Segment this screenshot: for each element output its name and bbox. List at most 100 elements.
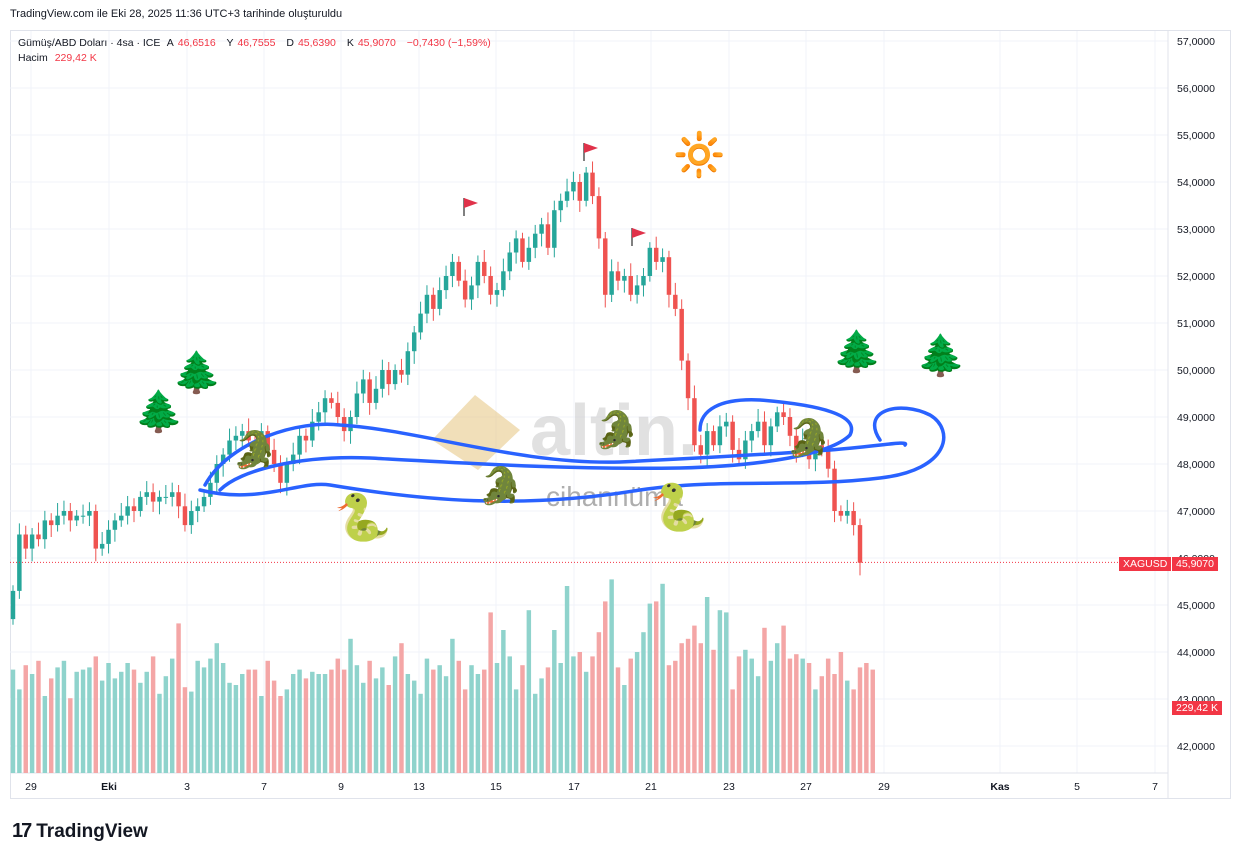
volume-bar [762,627,767,773]
volume-bar [539,678,544,773]
volume-bar [386,685,391,773]
volume-bar [125,663,130,773]
candle-body [157,496,162,502]
volume-bar [252,669,258,773]
candle-body [717,426,723,446]
candle-body [271,449,277,464]
candle-body [189,511,194,526]
volume-bar [150,656,156,773]
x-tick-label: 9 [338,781,344,793]
volume-bar [303,678,309,773]
volume-tag: 229,42 K [1172,701,1223,715]
candle-body [730,421,735,450]
volume-bar [278,696,283,773]
volume-bar [641,632,646,773]
x-tick-label: 7 [261,781,267,793]
candle-body [552,210,557,248]
candle-body [774,412,780,427]
volume-bar [144,671,149,773]
symbol-label: Gümüş/ABD Doları · 4sa · ICE [18,37,161,49]
candle-body [749,431,754,441]
y-tick-label: 47,0000 [1177,506,1215,518]
candle-body [329,398,334,403]
volume-bar [469,665,474,773]
candle-body [182,506,188,526]
candle-body [545,224,551,248]
volume-bar [825,658,831,773]
candle-body [201,496,207,507]
candle-body [99,543,105,549]
volume-bar [768,660,774,773]
candle-body [303,435,309,441]
volume-bar [112,678,118,773]
volume-bar [119,671,124,773]
volume-bar [163,676,169,773]
candle-body [641,276,646,286]
volume-bar [23,665,28,773]
volume-bar [692,625,697,773]
candle-body [838,511,844,516]
volume-bar [265,660,270,773]
candle-body [354,393,360,417]
candle-body [176,492,181,507]
volume-bar [838,652,844,773]
volume-bar [456,660,462,773]
annotation-loop [218,398,854,492]
volume-bar [870,669,875,773]
flag-icon [632,228,646,238]
volume-value: 229,42 K [54,52,97,64]
snake-icon: 🐍 [650,481,708,533]
volume-bar [405,674,411,773]
volume-bar [711,649,716,773]
volume-bar [704,597,710,773]
volume-bar [138,682,143,773]
candle-body [42,520,48,540]
volume-bar [29,674,35,773]
candle-body [68,511,73,521]
tree-icon: 🌲 [916,334,966,378]
candle-body [361,379,366,394]
volume-bar [74,671,79,773]
x-tick-label: Kas [990,781,1009,793]
candle-body [743,440,748,460]
volume-bar [259,696,264,773]
candle-body [507,252,512,272]
candle-body [609,271,614,295]
volume-bar [316,674,321,773]
volume-bar [431,669,436,773]
x-tick-label: 17 [568,781,580,793]
y-tick-label: 57,0000 [1177,36,1215,48]
x-tick-label: 21 [645,781,657,793]
candle-body [857,525,863,563]
candle-body [634,285,640,295]
candle-body [571,182,576,192]
candle-body [220,454,226,464]
volume-bar [131,669,137,773]
y-tick-label: 42,0000 [1177,741,1215,753]
y-tick-label: 53,0000 [1177,224,1215,236]
volume-bar [271,680,277,773]
volume-bar [361,682,366,773]
tradingview-logo[interactable]: 17 TradingView [12,820,148,843]
candle-body [310,421,315,441]
candle-body [138,496,143,511]
candle-body [475,261,481,286]
candle-body [482,261,487,276]
volume-bar [552,630,557,773]
x-tick-label: 5 [1074,781,1080,793]
x-tick-label: 29 [878,781,890,793]
x-tick-label: Eki [101,781,117,793]
volume-bar [724,612,729,773]
volume-bar [660,583,665,773]
y-tick-label: 52,0000 [1177,271,1215,283]
volume-row: Hacim 229,42 K [18,51,495,66]
candle-body [590,172,595,197]
volume-bar [545,667,551,773]
candle-body [431,294,436,309]
close-value: 45,9070 [357,37,396,49]
volume-bar [800,658,805,773]
open-value: 46,6516 [177,37,216,49]
candle-body [564,191,570,201]
